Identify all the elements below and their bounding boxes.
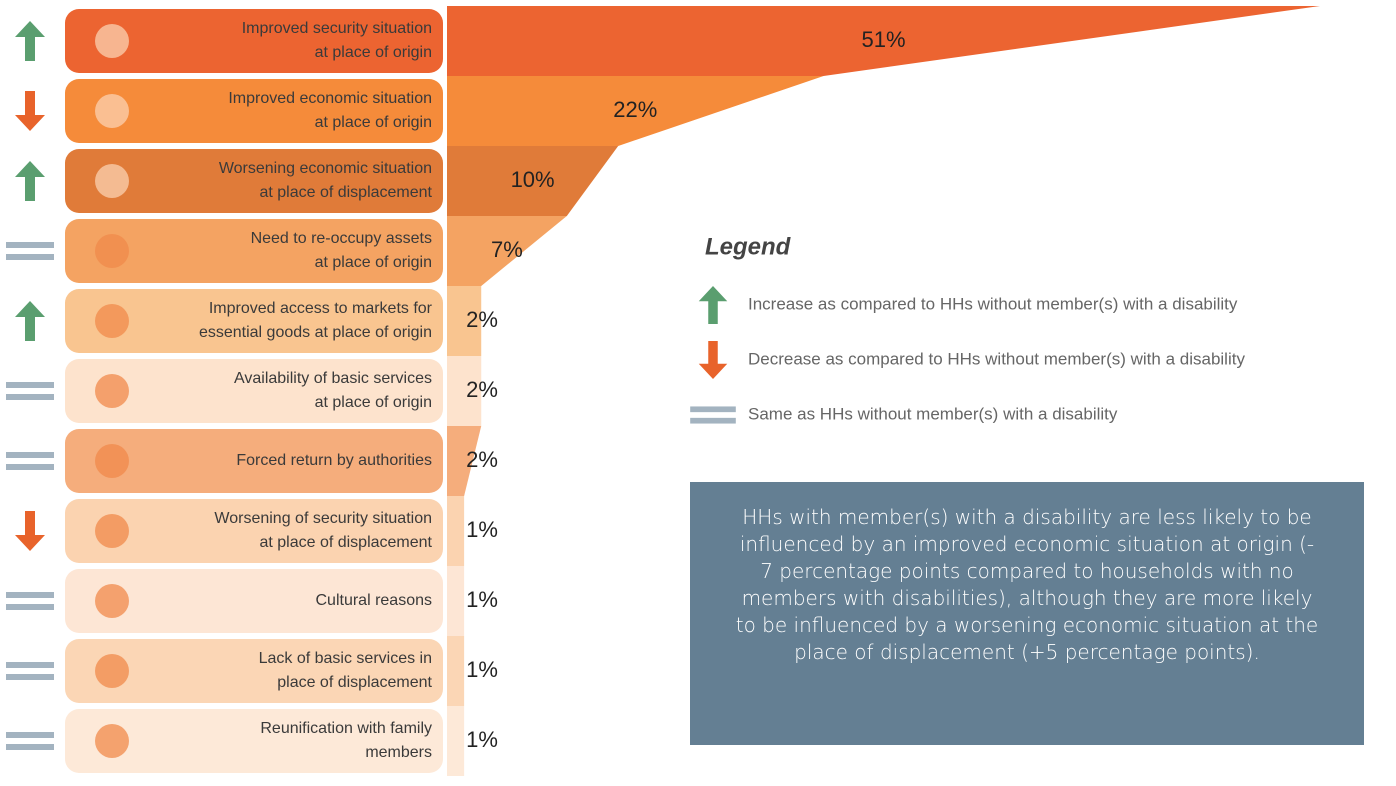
same-icon <box>6 592 54 598</box>
funnel-band <box>447 636 465 706</box>
icon <box>95 724 129 758</box>
icon <box>95 94 129 128</box>
row-label: at place of origin <box>315 394 432 411</box>
value-label: 51% <box>861 27 905 52</box>
row-label: at place of displacement <box>259 184 432 201</box>
label-background <box>65 79 443 143</box>
same-icon <box>6 242 54 248</box>
same-icon <box>6 464 54 470</box>
icon <box>95 444 129 478</box>
value-label: 2% <box>466 447 498 472</box>
label-background <box>65 639 443 703</box>
down-arrow <box>698 341 728 379</box>
legend-text: Decrease as compared to HHs without memb… <box>748 349 1245 368</box>
row-label: members <box>365 744 432 761</box>
label-background <box>65 289 443 353</box>
funnel-band <box>447 496 465 566</box>
label-background <box>65 709 443 773</box>
row-label: Reunification with family <box>260 720 432 737</box>
icon <box>95 654 129 688</box>
row-label: Availability of basic services <box>234 370 432 387</box>
value-label: 2% <box>466 307 498 332</box>
same-icon <box>690 417 736 424</box>
value-label: 22% <box>613 97 657 122</box>
row-label: Forced return by authorities <box>236 452 432 469</box>
same-icon <box>6 394 54 400</box>
icon <box>95 24 129 58</box>
row-label: Improved access to markets for <box>209 300 433 317</box>
icon <box>95 234 129 268</box>
same-icon <box>6 382 54 388</box>
funnel-band <box>447 286 482 356</box>
same-icon <box>6 452 54 458</box>
same-icon <box>6 254 54 260</box>
icon <box>95 374 129 408</box>
label-background <box>65 9 443 73</box>
row-label: Improved economic situation <box>228 90 432 107</box>
same-icon <box>6 744 54 750</box>
value-label: 1% <box>466 517 498 542</box>
down-arrow <box>15 91 45 131</box>
label-background <box>65 499 443 563</box>
label-background <box>65 569 443 633</box>
row-label: Worsening of security situation <box>214 510 432 527</box>
up-arrow <box>15 301 45 341</box>
value-label: 10% <box>511 167 555 192</box>
funnel-band <box>447 216 567 286</box>
label-background <box>65 359 443 423</box>
row-label: at place of origin <box>315 254 432 271</box>
funnel-band <box>447 356 482 426</box>
same-icon <box>6 732 54 738</box>
value-label: 1% <box>466 657 498 682</box>
up-arrow <box>698 286 728 324</box>
row-label: Need to re-occupy assets <box>251 230 432 247</box>
funnel-band <box>447 146 619 216</box>
funnel-band <box>447 706 465 776</box>
same-icon <box>690 406 736 413</box>
row-label: at place of origin <box>315 44 432 61</box>
same-icon <box>6 604 54 610</box>
legend-text: Same as HHs without member(s) with a dis… <box>748 404 1118 423</box>
value-label: 2% <box>466 377 498 402</box>
funnel-band <box>447 76 824 146</box>
label-background <box>65 149 443 213</box>
same-icon <box>6 674 54 680</box>
up-arrow <box>15 161 45 201</box>
same-icon <box>6 662 54 668</box>
value-label: 7% <box>491 237 523 262</box>
row-label: at place of origin <box>315 114 432 131</box>
row-label: Cultural reasons <box>316 592 433 609</box>
icon <box>95 514 129 548</box>
funnel-band <box>447 566 465 636</box>
funnel-band <box>447 6 1320 76</box>
icon <box>95 164 129 198</box>
down-arrow <box>15 511 45 551</box>
row-label: Worsening economic situation <box>219 160 432 177</box>
note: HHs with member(s) with a disability are… <box>690 482 1364 745</box>
icon <box>95 584 129 618</box>
label-background <box>65 219 443 283</box>
value-label: 1% <box>466 587 498 612</box>
icon <box>95 304 129 338</box>
value-label: 1% <box>466 727 498 752</box>
up-arrow <box>15 21 45 61</box>
row-label: Lack of basic services in <box>259 650 432 667</box>
legend-text: Increase as compared to HHs without memb… <box>748 294 1238 313</box>
funnel-band <box>447 426 482 496</box>
row-label: Improved security situation <box>242 20 432 37</box>
row-label: at place of displacement <box>259 534 432 551</box>
row-label: place of displacement <box>277 674 432 691</box>
row-label: essential goods at place of origin <box>199 324 432 341</box>
legend-title: Legend <box>705 233 792 260</box>
label-background <box>65 429 443 493</box>
